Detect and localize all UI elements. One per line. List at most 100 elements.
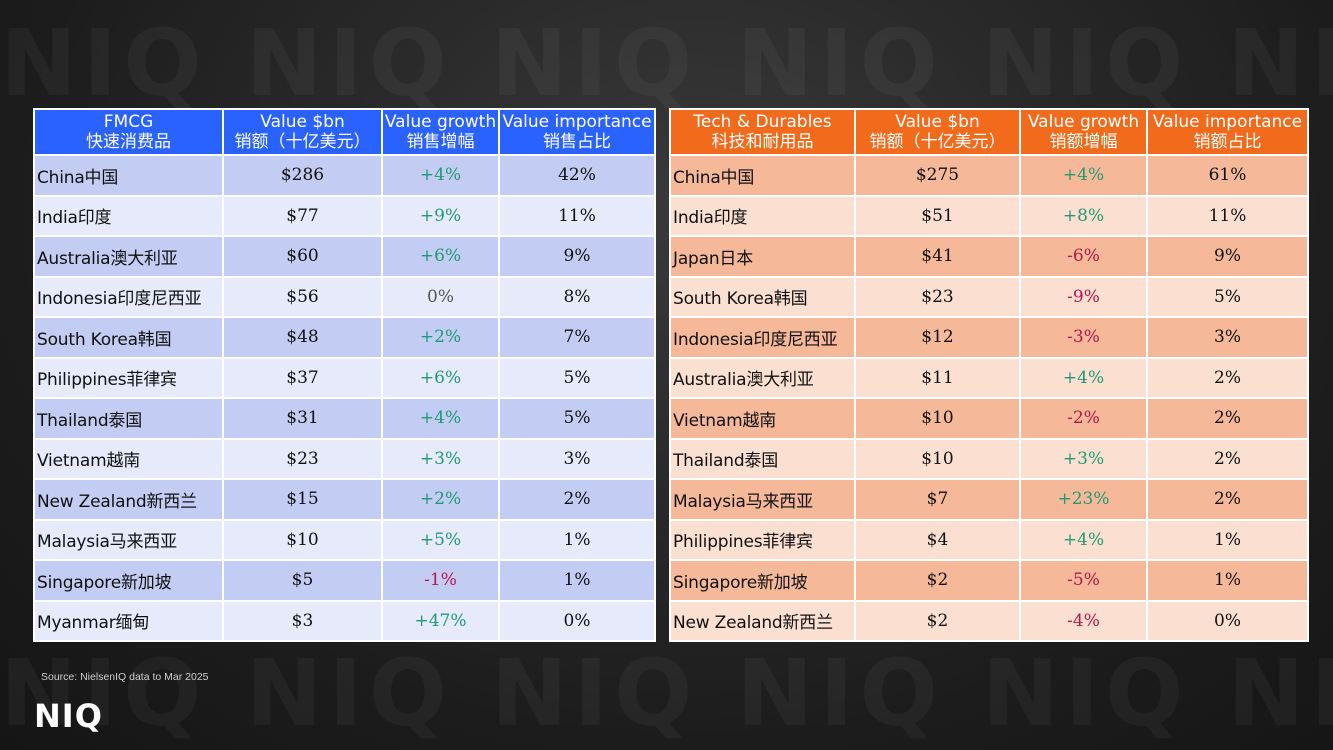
table-row: Thailand泰国 $31 +4% 5%	[33, 397, 656, 440]
header-zh: 科技和耐用品	[711, 132, 814, 152]
country-cell: Singapore新加坡	[33, 559, 224, 602]
growth-cell: 0%	[381, 275, 500, 318]
header-zh: 销售占比	[543, 132, 611, 152]
growth-cell: +23%	[1019, 478, 1148, 521]
table-row: India印度 $51 +8% 11%	[669, 194, 1309, 237]
growth-cell: +6%	[381, 356, 500, 399]
fmcg-header-category: FMCG 快速消费品	[33, 108, 224, 156]
country-cell: Australia澳大利亚	[33, 235, 224, 278]
header-zh: 销额（十亿美元）	[869, 132, 1006, 152]
country-cell: India印度	[669, 194, 856, 237]
value-cell: $4	[854, 518, 1021, 561]
table-row: New Zealand新西兰 $2 -4% 0%	[669, 599, 1309, 642]
country-cell: Singapore新加坡	[669, 559, 856, 602]
importance-cell: 2%	[1146, 478, 1309, 521]
value-cell: $12	[854, 316, 1021, 359]
importance-cell: 61%	[1146, 154, 1309, 197]
watermark-bottom: NIQ NIQ NIQ NIQ NIQ NIQ	[0, 640, 1333, 747]
tech-header-value: Value $bn 销额（十亿美元）	[854, 108, 1021, 156]
header-en: Value growth	[1027, 112, 1140, 132]
growth-cell: +3%	[1019, 437, 1148, 480]
value-cell: $23	[854, 275, 1021, 318]
growth-cell: -5%	[1019, 559, 1148, 602]
fmcg-header-row: FMCG 快速消费品 Value $bn 销额（十亿美元） Value growth…	[33, 108, 656, 156]
value-cell: $3	[222, 599, 383, 642]
growth-cell: -3%	[1019, 316, 1148, 359]
header-zh: 销额增幅	[1049, 132, 1118, 152]
growth-cell: +6%	[381, 235, 500, 278]
value-cell: $31	[222, 397, 383, 440]
importance-cell: 1%	[498, 559, 656, 602]
value-cell: $23	[222, 437, 383, 480]
header-en: Tech & Durables	[693, 112, 832, 132]
country-cell: India印度	[33, 194, 224, 237]
country-cell: China中国	[33, 154, 224, 197]
tech-table: Tech & Durables 科技和耐用品 Value $bn 销额（十亿美元） …	[669, 108, 1309, 642]
growth-cell: +2%	[381, 316, 500, 359]
country-cell: Myanmar缅甸	[33, 599, 224, 642]
importance-cell: 1%	[498, 518, 656, 561]
value-cell: $60	[222, 235, 383, 278]
table-row: China中国 $275 +4% 61%	[669, 154, 1309, 197]
importance-cell: 11%	[498, 194, 656, 237]
importance-cell: 7%	[498, 316, 656, 359]
header-zh: 销额（十亿美元）	[234, 132, 371, 152]
source-note: Source: NielsenIQ data to Mar 2025	[41, 671, 209, 683]
growth-cell: +4%	[1019, 154, 1148, 197]
header-en: FMCG	[103, 112, 154, 132]
importance-cell: 1%	[1146, 518, 1309, 561]
importance-cell: 2%	[498, 478, 656, 521]
table-row: New Zealand新西兰 $15 +2% 2%	[33, 478, 656, 521]
tech-table-body: China中国 $275 +4% 61% India印度 $51 +8% 11% Japan日本…	[669, 154, 1309, 642]
fmcg-header-importance: Value importance 销售占比	[498, 108, 656, 156]
tech-header-importance: Value importance 销额占比	[1146, 108, 1309, 156]
value-cell: $10	[222, 518, 383, 561]
value-cell: $48	[222, 316, 383, 359]
country-cell: Japan日本	[669, 235, 856, 278]
niq-logo: NIQ	[34, 697, 103, 735]
header-zh: 销售增幅	[406, 132, 475, 152]
importance-cell: 3%	[1146, 316, 1309, 359]
country-cell: South Korea韩国	[33, 316, 224, 359]
value-cell: $77	[222, 194, 383, 237]
value-cell: $10	[854, 397, 1021, 440]
table-row: China中国 $286 +4% 42%	[33, 154, 656, 197]
value-cell: $2	[854, 599, 1021, 642]
importance-cell: 11%	[1146, 194, 1309, 237]
fmcg-header-growth: Value growth 销售增幅	[381, 108, 500, 156]
growth-cell: -9%	[1019, 275, 1148, 318]
country-cell: Indonesia印度尼西亚	[33, 275, 224, 318]
country-cell: Vietnam越南	[669, 397, 856, 440]
country-cell: Malaysia马来西亚	[33, 518, 224, 561]
table-row: Thailand泰国 $10 +3% 2%	[669, 437, 1309, 480]
fmcg-table: FMCG 快速消费品 Value $bn 销额（十亿美元） Value growth…	[33, 108, 656, 642]
table-row: Australia澳大利亚 $60 +6% 9%	[33, 235, 656, 278]
growth-cell: +4%	[381, 154, 500, 197]
growth-cell: -6%	[1019, 235, 1148, 278]
value-cell: $2	[854, 559, 1021, 602]
table-row: Philippines菲律宾 $37 +6% 5%	[33, 356, 656, 399]
table-row: South Korea韩国 $48 +2% 7%	[33, 316, 656, 359]
country-cell: Vietnam越南	[33, 437, 224, 480]
growth-cell: +2%	[381, 478, 500, 521]
growth-cell: +5%	[381, 518, 500, 561]
importance-cell: 5%	[1146, 275, 1309, 318]
country-cell: Malaysia马来西亚	[669, 478, 856, 521]
country-cell: Thailand泰国	[669, 437, 856, 480]
fmcg-header-value: Value $bn 销额（十亿美元）	[222, 108, 383, 156]
tech-header-growth: Value growth 销额增幅	[1019, 108, 1148, 156]
value-cell: $5	[222, 559, 383, 602]
table-row: Singapore新加坡 $5 -1% 1%	[33, 559, 656, 602]
table-row: India印度 $77 +9% 11%	[33, 194, 656, 237]
country-cell: Australia澳大利亚	[669, 356, 856, 399]
importance-cell: 2%	[1146, 356, 1309, 399]
header-en: Value importance	[1152, 112, 1303, 132]
table-row: Indonesia印度尼西亚 $56 0% 8%	[33, 275, 656, 318]
growth-cell: -2%	[1019, 397, 1148, 440]
table-row: Indonesia印度尼西亚 $12 -3% 3%	[669, 316, 1309, 359]
header-en: Value $bn	[260, 112, 345, 132]
value-cell: $51	[854, 194, 1021, 237]
value-cell: $286	[222, 154, 383, 197]
importance-cell: 9%	[498, 235, 656, 278]
table-row: Japan日本 $41 -6% 9%	[669, 235, 1309, 278]
